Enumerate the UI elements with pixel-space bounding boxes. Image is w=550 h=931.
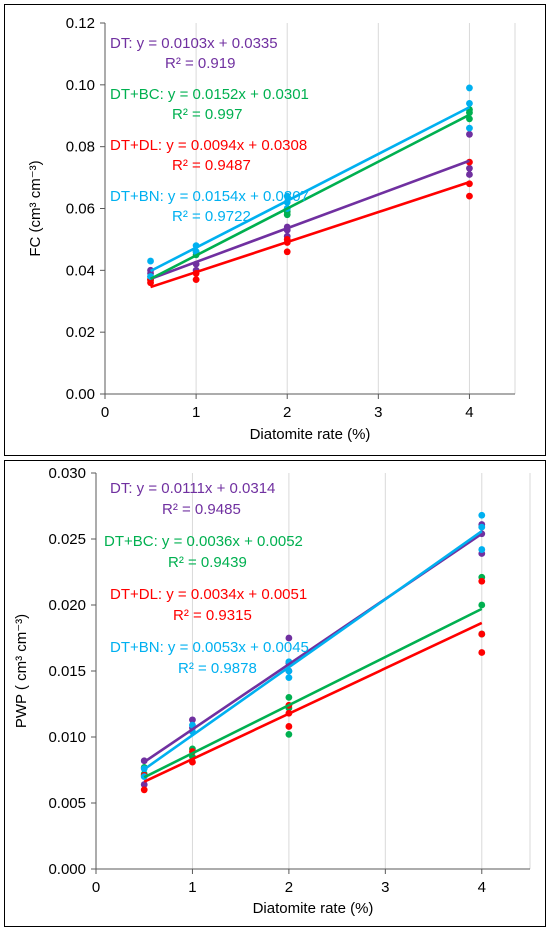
data-point-dt-dl (192, 276, 200, 284)
data-point-dt-bn (466, 99, 473, 107)
trendline-dt-bc (149, 113, 471, 281)
data-point-dt (466, 171, 473, 178)
trendline-dt-bn (143, 530, 483, 771)
data-point-dt-bc (285, 730, 293, 738)
y-tick-label: 0.010 (48, 729, 86, 746)
data-point-dt-bn (466, 84, 473, 92)
x-tick-label: 3 (381, 879, 389, 896)
trendline-dt-dl (143, 621, 483, 783)
data-point-dt-dl (478, 630, 486, 638)
data-point-dt (285, 634, 293, 642)
data-point-dt-bc (466, 115, 473, 123)
data-point-dt-bc (478, 601, 486, 609)
y-tick-label: 0.00 (66, 386, 95, 403)
data-point-dt-bn (283, 192, 291, 200)
data-point-dt-bn (147, 257, 154, 265)
data-point-dt (466, 164, 473, 172)
r2-label-dt-bn: R² = 0.9722 (172, 208, 251, 225)
equation-label-dt: DT: y = 0.0111x + 0.0314 (110, 480, 275, 497)
data-point-dt-dl (285, 723, 293, 730)
r2-label-dt: R² = 0.9485 (162, 501, 241, 518)
data-point-dt-bn (285, 674, 293, 681)
equation-label-dt-dl: DT+DL: y = 0.0034x + 0.0051 (110, 586, 307, 603)
y-axis-title: PWP ( cm³ cm⁻³) (13, 614, 30, 728)
x-tick-label: 1 (188, 879, 196, 896)
x-tick-label: 0 (92, 879, 100, 896)
y-tick-label: 0.02 (66, 324, 95, 341)
chart-panel-1: 0.00 0.02 0.04 0.06 0.08 0.10 0.12 0 1 2 3 4 Diatomi… (4, 4, 546, 456)
trendline-dt-bc (143, 607, 483, 779)
equation-label-dt-bc: DT+BC: y = 0.0036x + 0.0052 (104, 533, 303, 550)
x-tick-label: 0 (101, 404, 109, 421)
data-point-dt (466, 130, 473, 138)
chart-panel-2: 0.000 0.005 0.010 0.015 0.020 0.025 0.030 0 1 2 3 4… (4, 460, 546, 927)
data-point-dt-dl (140, 786, 148, 794)
y-tick-label: 0.020 (48, 597, 86, 614)
trendline-dt-dl (150, 180, 470, 289)
r2-label-dt-bn: R² = 0.9878 (178, 660, 257, 677)
trendline-dt-bn (149, 106, 471, 273)
x-tick-label: 3 (374, 404, 382, 421)
equation-label-dt-dl: DT+DL: y = 0.0094x + 0.0308 (110, 137, 307, 154)
chart-frame (4, 4, 546, 456)
y-axis-title: FC (cm³ cm⁻³) (27, 160, 44, 256)
data-point-dt-bn (466, 124, 473, 132)
r2-label-dt-dl: R² = 0.9487 (172, 157, 251, 174)
x-tick-label: 1 (192, 404, 200, 421)
equation-label-dt-bn: DT+BN: y = 0.0053x + 0.0045 (110, 639, 309, 656)
y-tick-label: 0.030 (48, 465, 86, 482)
equation-label-dt-bc: DT+BC: y = 0.0152x + 0.0301 (110, 86, 309, 103)
y-tick-label: 0.000 (48, 861, 86, 878)
data-point-dt (140, 781, 148, 788)
y-tick-label: 0.10 (66, 77, 95, 94)
y-tick-label: 0.005 (48, 795, 86, 812)
data-point-dt-bc (285, 694, 293, 701)
x-tick-label: 2 (283, 404, 291, 421)
r2-label-dt-bc: R² = 0.9439 (168, 554, 247, 571)
r2-label-dt: R² = 0.919 (165, 55, 235, 72)
x-axis-title: Diatomite rate (%) (250, 426, 371, 443)
y-tick-label: 0.025 (48, 531, 86, 548)
data-point-dt-dl (466, 192, 473, 200)
y-tick-label: 0.12 (66, 15, 95, 32)
r2-label-dt-dl: R² = 0.9315 (173, 607, 252, 624)
data-point-dt-dl (478, 649, 486, 656)
y-tick-label: 0.04 (66, 262, 95, 279)
data-point-dt-bn (478, 511, 486, 519)
equation-label-dt: DT: y = 0.0103x + 0.0335 (110, 35, 278, 52)
x-axis-title: Diatomite rate (%) (253, 900, 374, 917)
x-tick-label: 2 (285, 879, 293, 896)
data-point-dt (189, 716, 196, 724)
data-point-dt-bn (478, 546, 486, 553)
y-tick-label: 0.06 (66, 201, 95, 218)
equation-label-dt-bn: DT+BN: y = 0.0154x + 0.0307 (110, 188, 309, 205)
trendline-dt (150, 159, 470, 281)
data-point-dt-dl (283, 248, 291, 256)
y-tick-label: 0.08 (66, 139, 95, 156)
data-point-dt-bn (478, 523, 486, 531)
data-point-dt-dl (478, 577, 486, 585)
y-tick-label: 0.015 (48, 663, 86, 680)
x-tick-label: 4 (478, 879, 486, 896)
r2-label-dt-bc: R² = 0.997 (172, 106, 242, 123)
x-tick-label: 4 (465, 404, 473, 421)
chart-frame (4, 460, 546, 927)
